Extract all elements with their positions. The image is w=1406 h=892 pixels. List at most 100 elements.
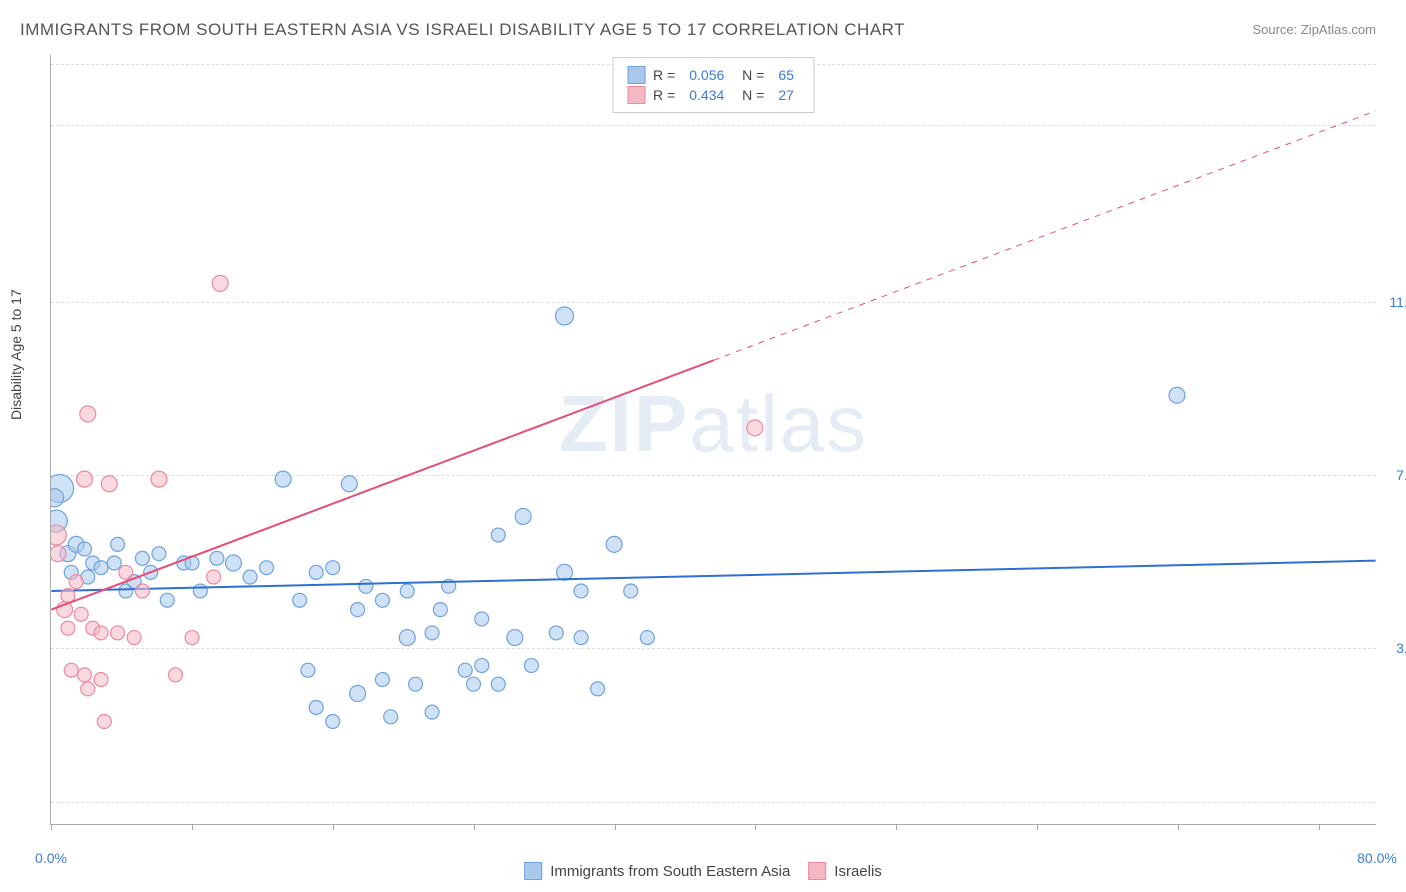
scatter-point xyxy=(466,677,480,691)
scatter-point xyxy=(243,570,257,584)
scatter-point xyxy=(409,677,423,691)
scatter-point xyxy=(557,564,573,580)
scatter-point xyxy=(151,471,167,487)
scatter-point xyxy=(260,561,274,575)
scatter-point xyxy=(210,551,224,565)
scatter-point xyxy=(326,714,340,728)
scatter-point xyxy=(152,547,166,561)
scatter-point xyxy=(507,630,523,646)
scatter-point xyxy=(747,420,763,436)
scatter-point xyxy=(80,406,96,422)
x-tick xyxy=(615,824,616,830)
x-tick xyxy=(333,824,334,830)
scatter-point xyxy=(225,555,241,571)
chart-svg xyxy=(51,55,1376,824)
scatter-point xyxy=(475,612,489,626)
source-attribution: Source: ZipAtlas.com xyxy=(1252,22,1376,37)
scatter-point xyxy=(81,682,95,696)
scatter-point xyxy=(74,607,88,621)
scatter-point xyxy=(384,710,398,724)
swatch-series-2-bottom xyxy=(808,862,826,880)
scatter-point xyxy=(107,556,121,570)
scatter-point xyxy=(351,603,365,617)
legend-row: R = 0.056 N = 65 xyxy=(627,66,800,84)
scatter-point xyxy=(326,561,340,575)
stat-label: R = xyxy=(653,67,675,83)
x-tick xyxy=(1319,824,1320,830)
x-tick xyxy=(474,824,475,830)
x-tick-label: 0.0% xyxy=(35,850,67,866)
y-tick-label: 11.2% xyxy=(1389,294,1406,310)
source-link[interactable]: ZipAtlas.com xyxy=(1301,22,1376,37)
regression-line-solid xyxy=(51,360,713,609)
scatter-point xyxy=(425,626,439,640)
legend-label-2: Israelis xyxy=(834,863,882,880)
scatter-point xyxy=(574,631,588,645)
scatter-point xyxy=(94,561,108,575)
scatter-point xyxy=(475,659,489,673)
legend-correlation-box: R = 0.056 N = 65 R = 0.434 N = 27 xyxy=(612,57,815,113)
legend-label-1: Immigrants from South Eastern Asia xyxy=(550,863,790,880)
x-tick xyxy=(896,824,897,830)
scatter-point xyxy=(375,593,389,607)
scatter-point xyxy=(69,575,83,589)
scatter-point xyxy=(94,626,108,640)
n-value-1: 65 xyxy=(778,67,794,83)
scatter-point xyxy=(61,621,75,635)
scatter-point xyxy=(135,551,149,565)
x-tick xyxy=(51,824,52,830)
legend-row: R = 0.434 N = 27 xyxy=(627,86,800,104)
scatter-point xyxy=(556,307,574,325)
scatter-point xyxy=(51,489,64,507)
plot-area: ZIPatlas R = 0.056 N = 65 R = 0.434 N = … xyxy=(50,55,1376,825)
chart-title: IMMIGRANTS FROM SOUTH EASTERN ASIA VS IS… xyxy=(20,20,905,40)
scatter-point xyxy=(111,537,125,551)
scatter-point xyxy=(574,584,588,598)
legend-item: Israelis xyxy=(808,862,882,880)
scatter-point xyxy=(1169,387,1185,403)
scatter-point xyxy=(341,476,357,492)
scatter-point xyxy=(169,668,183,682)
scatter-point xyxy=(135,584,149,598)
r-value-2: 0.434 xyxy=(689,87,724,103)
scatter-point xyxy=(425,705,439,719)
scatter-point xyxy=(309,565,323,579)
scatter-point xyxy=(127,631,141,645)
regression-line-dashed xyxy=(714,111,1376,360)
scatter-point xyxy=(640,631,654,645)
scatter-point xyxy=(207,570,221,584)
swatch-series-1-bottom xyxy=(524,862,542,880)
n-value-2: 27 xyxy=(778,87,794,103)
scatter-point xyxy=(350,686,366,702)
scatter-point xyxy=(591,682,605,696)
scatter-point xyxy=(359,579,373,593)
x-tick xyxy=(755,824,756,830)
scatter-point xyxy=(399,630,415,646)
scatter-point xyxy=(160,593,174,607)
x-tick xyxy=(1178,824,1179,830)
scatter-point xyxy=(77,668,91,682)
scatter-point xyxy=(97,714,111,728)
scatter-point xyxy=(491,677,505,691)
scatter-point xyxy=(185,631,199,645)
scatter-point xyxy=(193,584,207,598)
scatter-point xyxy=(275,471,291,487)
scatter-point xyxy=(111,626,125,640)
scatter-point xyxy=(51,525,66,545)
scatter-point xyxy=(77,542,91,556)
scatter-point xyxy=(212,275,228,291)
scatter-point xyxy=(458,663,472,677)
scatter-point xyxy=(119,565,133,579)
scatter-point xyxy=(400,584,414,598)
scatter-point xyxy=(301,663,315,677)
scatter-point xyxy=(433,603,447,617)
scatter-point xyxy=(94,673,108,687)
scatter-point xyxy=(549,626,563,640)
scatter-point xyxy=(624,584,638,598)
scatter-point xyxy=(64,663,78,677)
x-tick-label: 80.0% xyxy=(1357,850,1397,866)
stat-label: N = xyxy=(738,67,764,83)
legend-item: Immigrants from South Eastern Asia xyxy=(524,862,790,880)
x-tick xyxy=(1037,824,1038,830)
stat-label: N = xyxy=(738,87,764,103)
